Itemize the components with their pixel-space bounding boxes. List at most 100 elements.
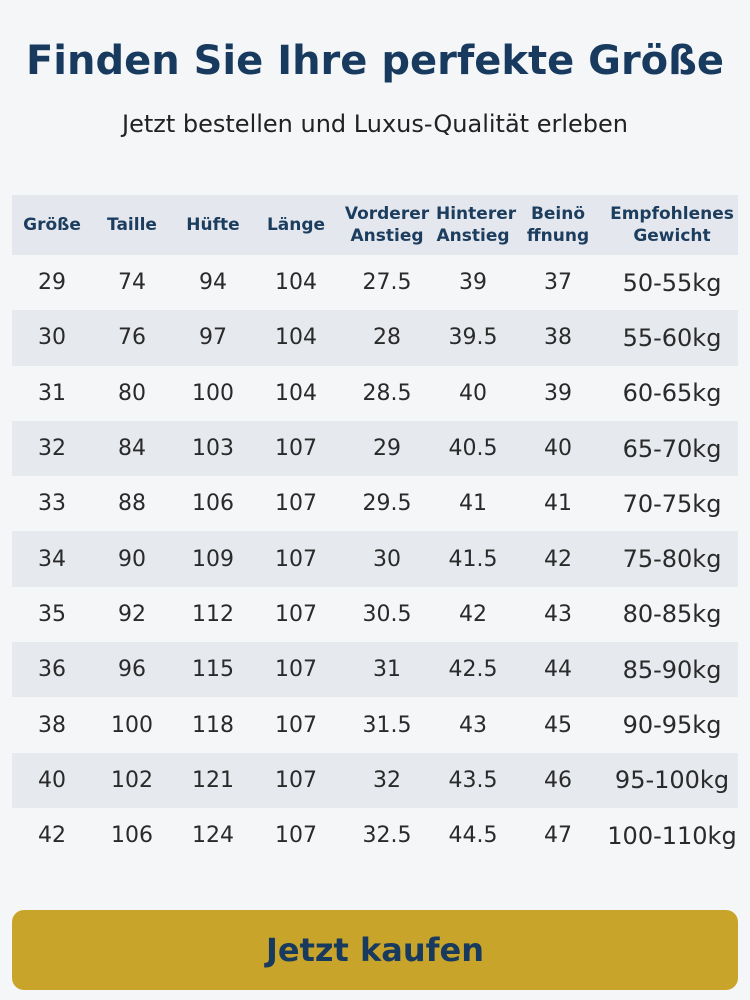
column-header: Hüfte (172, 195, 254, 255)
table-cell: 107 (254, 642, 338, 698)
table-cell: 40 (510, 420, 606, 477)
table-cell: 39.5 (436, 310, 510, 366)
table-cell: 46 (510, 752, 606, 808)
table-cell: 33 (38, 491, 66, 517)
table-cell: 29.5 (362, 491, 412, 517)
table-cell: 36 (12, 642, 92, 698)
table-cell: 96 (92, 642, 172, 698)
header-line: Länge (266, 215, 326, 235)
table-cell: 107 (275, 712, 317, 738)
column-header: Hinterer Anstieg (436, 195, 517, 255)
header-line: Anstieg (436, 226, 510, 246)
table-row: 33 88 106 107 29.5 41 41 70-75kg (12, 476, 738, 531)
table-row: 34 90 109 107 30 41.5 42 75-80kg (12, 531, 738, 587)
table-cell: 30.5 (362, 601, 412, 627)
table-cell: 47 (544, 823, 572, 849)
table-cell: 100 (192, 380, 234, 406)
table-cell: 29 (338, 420, 436, 477)
table-cell: 106 (111, 823, 153, 849)
table-cell: 80-85kg (622, 600, 722, 629)
column-header: Beinö ffnung (510, 195, 606, 255)
table-cell: 44 (510, 642, 606, 698)
column-header: Größe (12, 195, 92, 255)
table-cell: 40 (459, 380, 487, 406)
table-cell: 39 (459, 270, 487, 296)
header-line: ffnung (526, 226, 590, 246)
table-cell: 74 (118, 270, 146, 296)
table-cell: 103 (172, 420, 254, 477)
size-table: Größe Taille Hüfte Länge Vorderer Anstieg Hint… (12, 195, 738, 863)
table-cell: 84 (92, 420, 172, 477)
table-row: 32 84 103 107 29 40.5 40 65-70kg (12, 420, 738, 477)
table-cell: 50-55kg (622, 268, 722, 297)
table-cell: 43 (544, 601, 572, 627)
table-cell: 39 (544, 380, 572, 406)
header-line: Vorderer (344, 204, 430, 224)
table-cell: 94 (199, 270, 227, 296)
table-cell: 40 (12, 752, 92, 808)
table-cell: 42 (459, 601, 487, 627)
table-cell: 104 (254, 310, 338, 366)
table-cell: 43 (459, 712, 487, 738)
table-cell: 90-95kg (622, 711, 722, 740)
header-line: Gewicht (633, 226, 711, 246)
header-line: Empfohlenes (610, 204, 734, 224)
table-cell: 31.5 (362, 712, 412, 738)
header-line: Taille (107, 215, 157, 235)
table-cell: 43.5 (436, 752, 510, 808)
table-cell: 70-75kg (622, 489, 722, 518)
table-cell: 118 (192, 712, 234, 738)
table-row: 42 106 124 107 32.5 44.5 47 100-110kg (12, 808, 738, 863)
table-cell: 90 (92, 531, 172, 587)
column-header: Vorderer Anstieg (338, 195, 436, 255)
table-cell: 107 (275, 601, 317, 627)
table-cell: 32.5 (362, 823, 412, 849)
header-line: Hinterer (436, 204, 517, 224)
table-row: 38 100 118 107 31.5 43 45 90-95kg (12, 697, 738, 752)
table-cell: 32 (12, 420, 92, 477)
table-row: 29 74 94 104 27.5 39 37 50-55kg (12, 255, 738, 310)
table-cell: 31 (38, 380, 66, 406)
table-cell: 109 (172, 531, 254, 587)
table-cell: 41 (544, 491, 572, 517)
table-cell: 60-65kg (622, 379, 722, 408)
table-cell: 65-70kg (606, 420, 738, 477)
column-header: Empfohlenes Gewicht (606, 195, 738, 255)
column-header: Länge (254, 195, 338, 255)
table-cell: 40.5 (436, 420, 510, 477)
table-cell: 31 (338, 642, 436, 698)
table-cell: 42 (38, 823, 66, 849)
table-cell: 45 (544, 712, 572, 738)
subtitle: Jetzt bestellen und Luxus-Qualität erleb… (122, 110, 628, 138)
table-cell: 28 (338, 310, 436, 366)
header-line: Hüfte (186, 215, 240, 235)
table-cell: 42 (510, 531, 606, 587)
table-cell: 106 (192, 491, 234, 517)
table-cell: 38 (38, 712, 66, 738)
table-cell: 107 (275, 823, 317, 849)
table-cell: 97 (172, 310, 254, 366)
table-cell: 121 (172, 752, 254, 808)
table-cell: 107 (275, 491, 317, 517)
header-row: Größe Taille Hüfte Länge Vorderer Anstieg Hint… (12, 195, 738, 255)
table-body: 29 74 94 104 27.5 39 37 50-55kg 30 76 97 104 28 39.5 3… (12, 255, 738, 863)
table-cell: 104 (275, 270, 317, 296)
table-cell: 28.5 (362, 380, 412, 406)
table-cell: 100-110kg (607, 821, 737, 850)
header-line: Größe (23, 215, 81, 235)
table-cell: 100 (111, 712, 153, 738)
table-cell: 76 (92, 310, 172, 366)
table-cell: 41.5 (436, 531, 510, 587)
table-cell: 107 (254, 531, 338, 587)
buy-button[interactable]: Jetzt kaufen (12, 910, 738, 990)
table-cell: 44.5 (448, 823, 498, 849)
table-cell: 32 (338, 752, 436, 808)
table-cell: 41 (459, 491, 487, 517)
table-cell: 124 (192, 823, 234, 849)
title: Finden Sie Ihre perfekte Größe (25, 38, 725, 84)
header-line: Beinö (530, 204, 586, 224)
table-cell: 42.5 (436, 642, 510, 698)
table-cell: 85-90kg (606, 642, 738, 698)
table-cell: 107 (254, 420, 338, 477)
table-cell: 95-100kg (606, 752, 738, 808)
